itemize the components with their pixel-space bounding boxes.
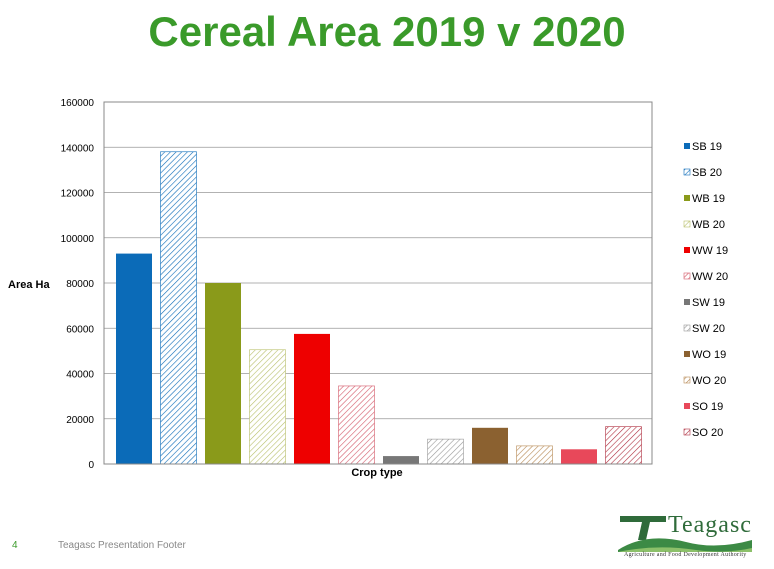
legend-label: SB 19 xyxy=(692,141,722,153)
legend-label: WB 20 xyxy=(692,219,725,231)
legend-label: WW 20 xyxy=(692,271,728,283)
bar-ww-20 xyxy=(338,385,375,465)
logo-tagline: Agriculture and Food Development Authori… xyxy=(624,552,747,558)
y-tick-label: 60000 xyxy=(66,324,94,335)
legend-swatch xyxy=(683,376,691,384)
legend-label: SW 19 xyxy=(692,297,725,309)
bar-wb-20 xyxy=(249,349,286,465)
legend-label: SW 20 xyxy=(692,323,725,335)
page-number: 4 xyxy=(12,540,18,551)
legend-swatch xyxy=(684,195,690,201)
x-axis-label: Crop type xyxy=(351,467,402,479)
bar-so-20 xyxy=(605,426,642,465)
legend-label: WW 19 xyxy=(692,245,728,257)
legend-label: SB 20 xyxy=(692,167,722,179)
y-tick-label: 100000 xyxy=(61,234,95,245)
legend-swatch xyxy=(683,272,691,280)
bar-wb-19 xyxy=(205,283,241,464)
bar-sb-19 xyxy=(116,253,152,464)
legend-swatch xyxy=(683,428,691,436)
bar-wo-20 xyxy=(516,445,553,465)
legend-swatch xyxy=(683,220,691,228)
legend-swatch xyxy=(684,247,690,253)
y-axis-label: Area Ha xyxy=(8,279,50,291)
logo-wordmark: Teagasc xyxy=(668,512,752,538)
bar-chart: 0 20000 40000 60000 80000 100000 120000 140000 1… xyxy=(8,98,728,479)
legend: SB 19 SB 20 WB 19 WB 20 WW 19 WW 20 SW 19 SW 20… xyxy=(683,141,728,439)
y-tick-label: 20000 xyxy=(66,415,94,426)
legend-swatch xyxy=(684,403,690,409)
legend-label: WO 19 xyxy=(692,349,726,361)
y-tick-label: 80000 xyxy=(66,279,94,290)
y-tick-label: 140000 xyxy=(61,143,95,154)
slide-title: Cereal Area 2019 v 2020 xyxy=(148,8,626,55)
legend-swatch xyxy=(683,168,691,176)
legend-label: SO 19 xyxy=(692,401,723,413)
bar-sw-20 xyxy=(427,438,464,465)
legend-label: SO 20 xyxy=(692,427,723,439)
bar-sw-19 xyxy=(383,456,419,464)
legend-swatch xyxy=(684,299,690,305)
y-tick-labels: 0 20000 40000 60000 80000 100000 120000 140000 1… xyxy=(61,98,95,471)
legend-swatch xyxy=(683,324,691,332)
plot-area-border xyxy=(103,101,653,465)
y-tick-label: 160000 xyxy=(61,98,95,109)
logo-graphic-icon xyxy=(618,516,752,552)
bar-wo-19 xyxy=(472,427,508,464)
y-tick-label: 0 xyxy=(88,460,94,471)
bar-sb-20 xyxy=(160,151,197,465)
bar-so-19 xyxy=(561,449,597,464)
y-tick-label: 120000 xyxy=(61,189,95,200)
footer-text: Teagasc Presentation Footer xyxy=(58,540,186,551)
legend-label: WO 20 xyxy=(692,375,726,387)
bars xyxy=(116,151,642,465)
legend-label: WB 19 xyxy=(692,193,725,205)
teagasc-logo: Teagasc Agriculture and Food Development… xyxy=(616,510,756,566)
legend-swatch xyxy=(684,351,690,357)
y-tick-label: 40000 xyxy=(66,370,94,381)
legend-swatch xyxy=(684,143,690,149)
bar-ww-19 xyxy=(294,333,330,464)
